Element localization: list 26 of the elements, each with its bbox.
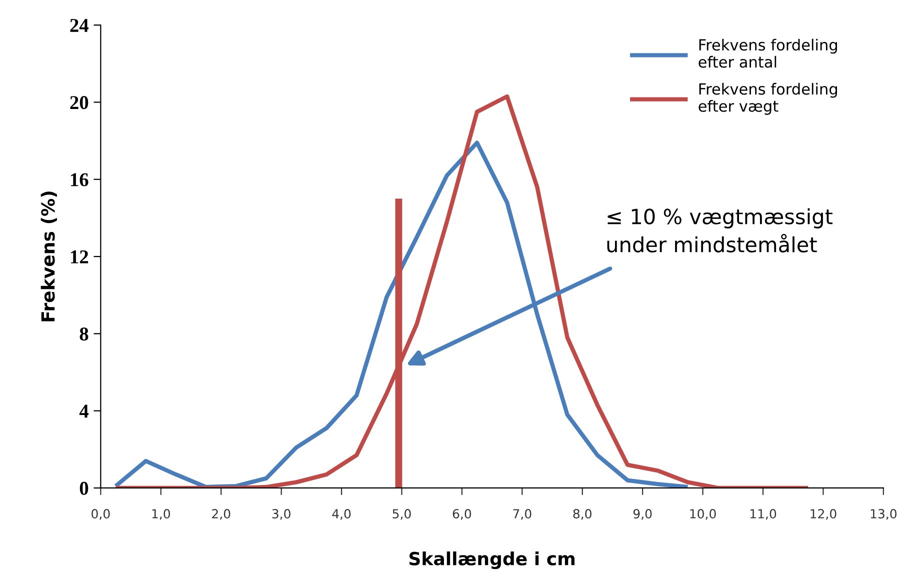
x-tick-label: 4,0 <box>332 509 351 520</box>
y-tick-label: 0 <box>80 482 88 495</box>
x-tick-label: 6,0 <box>452 509 472 520</box>
y-tick-label: 8 <box>80 327 88 341</box>
y-tick-label: 20 <box>70 96 88 110</box>
x-tick-label: 9,0 <box>633 509 652 520</box>
x-tick-label: 10,0 <box>690 509 716 520</box>
legend-label: Frekvens fordeling efter vægt <box>698 82 837 115</box>
x-tick-label: 7,0 <box>513 509 532 520</box>
x-tick-label: 3,0 <box>272 509 290 520</box>
x-tick-label: 8,0 <box>573 509 592 520</box>
x-axis-title: Skallængde i cm <box>409 551 574 570</box>
y-axis-title: Frekvens (%) <box>40 192 57 322</box>
x-tick-label: 1,0 <box>152 509 170 520</box>
y-tick-label: 16 <box>70 173 88 186</box>
x-tick-label: 5,0 <box>392 509 411 520</box>
x-tick-label: 0,0 <box>92 509 110 520</box>
x-tick-label: 12,0 <box>810 509 836 520</box>
y-tick-label: 24 <box>70 18 89 32</box>
annotation: ≤ 10 % vægtmæssigt under mindstemålet <box>607 208 832 252</box>
y-tick-label: 4 <box>79 404 89 418</box>
x-tick-label: 2,0 <box>212 509 230 520</box>
y-tick-label: 12 <box>70 250 88 264</box>
x-tick-label: 13,0 <box>870 509 897 520</box>
x-tick-label: 11,0 <box>750 509 776 520</box>
legend-label: Frekvens fordeling efter antal <box>698 38 837 68</box>
